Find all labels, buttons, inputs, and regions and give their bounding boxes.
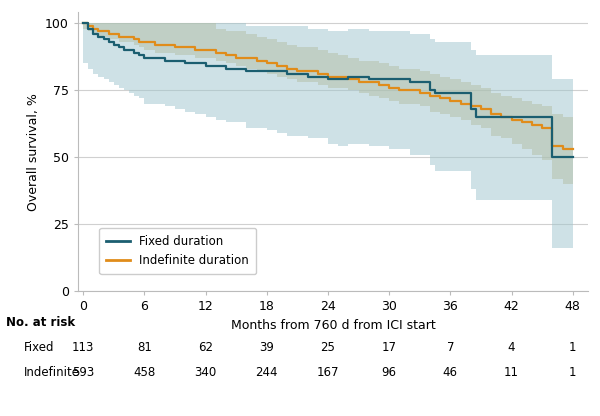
Text: 244: 244 xyxy=(256,366,278,379)
Text: 4: 4 xyxy=(508,341,515,354)
Text: 46: 46 xyxy=(443,366,458,379)
Text: 113: 113 xyxy=(72,341,94,354)
Text: Fixed: Fixed xyxy=(24,341,55,354)
Text: 1: 1 xyxy=(569,366,577,379)
Text: Indefinite: Indefinite xyxy=(24,366,80,379)
Text: 458: 458 xyxy=(133,366,155,379)
Text: 96: 96 xyxy=(382,366,397,379)
Text: 593: 593 xyxy=(72,366,94,379)
Text: 17: 17 xyxy=(382,341,397,354)
Text: 81: 81 xyxy=(137,341,152,354)
Text: 167: 167 xyxy=(317,366,339,379)
Text: 7: 7 xyxy=(446,341,454,354)
Text: 1: 1 xyxy=(569,341,577,354)
Text: 39: 39 xyxy=(259,341,274,354)
Text: No. at risk: No. at risk xyxy=(6,316,75,329)
Text: 62: 62 xyxy=(198,341,213,354)
Text: 25: 25 xyxy=(320,341,335,354)
Legend: Fixed duration, Indefinite duration: Fixed duration, Indefinite duration xyxy=(99,228,256,274)
Y-axis label: Overall survival, %: Overall survival, % xyxy=(26,93,40,211)
Text: 340: 340 xyxy=(194,366,217,379)
Text: 11: 11 xyxy=(504,366,519,379)
X-axis label: Months from 760 d from ICI start: Months from 760 d from ICI start xyxy=(230,319,436,332)
